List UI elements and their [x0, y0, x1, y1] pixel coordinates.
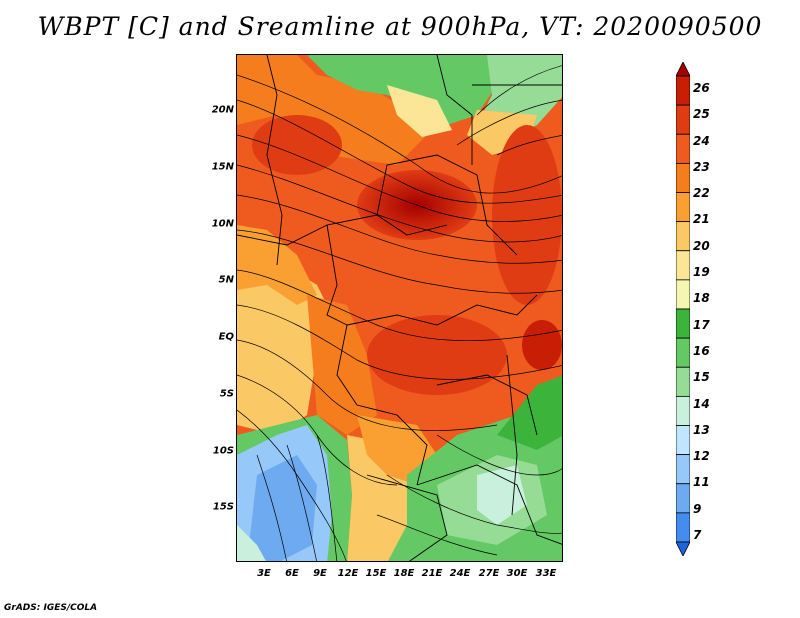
colorbar-tick-label: 20 — [693, 238, 710, 253]
lat-label-5n: 5N — [218, 274, 234, 286]
footer-credit: GrADS: IGES/COLA — [4, 603, 98, 613]
colorbar-tick-label: 17 — [693, 317, 710, 332]
colorbar-tick-label: 23 — [693, 159, 710, 174]
colorbar-segment — [676, 425, 690, 456]
colorbar-segment — [676, 133, 690, 164]
temperature-zone-southwest-deep-blue — [247, 455, 317, 561]
colorbar-tick-label: 12 — [693, 449, 710, 464]
colorbar-tick-label: 11 — [693, 475, 710, 490]
colorbar-tick-label: 22 — [693, 186, 710, 201]
colorbar-tick-label: 21 — [693, 212, 710, 227]
temperature-warm-central — [367, 315, 507, 395]
colorbar-segment — [676, 75, 690, 106]
lon-label-30e: 30E — [506, 568, 528, 579]
colorbar-segment — [676, 279, 690, 310]
colorbar-segment — [676, 337, 690, 368]
colorbar-segment — [676, 308, 690, 339]
lat-label-15n: 15N — [211, 161, 234, 173]
lat-label-10s: 10S — [212, 445, 234, 457]
temperature-hot-core-east — [522, 320, 562, 370]
colorbar-segment — [676, 395, 690, 426]
colorbar-segment — [676, 366, 690, 397]
colorbar-segment — [676, 162, 690, 193]
temperature-zone-north-yellow — [387, 85, 452, 137]
colorbar-tick-label: 24 — [693, 133, 710, 148]
colorbar-segment — [676, 192, 690, 223]
lat-label-10n: 10N — [211, 218, 234, 230]
temperature-zone-east-green — [497, 375, 562, 450]
temperature-zone-central-west — [307, 295, 377, 435]
lat-label-5s: 5S — [219, 388, 234, 400]
lon-label-24e: 24E — [449, 568, 471, 579]
temperature-warm-east — [492, 125, 562, 305]
colorbar-tick-label: 7 — [693, 527, 702, 542]
lon-label-21e: 21E — [421, 568, 443, 579]
lat-label-15s: 15S — [212, 501, 234, 513]
lon-label-15e: 15E — [365, 568, 387, 579]
country-boundaries — [237, 55, 562, 561]
map-canvas — [237, 55, 562, 561]
colorbar-segment — [676, 483, 690, 514]
colorbar-tick-label: 25 — [693, 107, 710, 122]
lon-label-12e: 12E — [337, 568, 359, 579]
lon-label-6e: 6E — [285, 568, 299, 579]
map-title: WBPT [C] and Sreamline at 900hPa, VT: 20… — [37, 12, 763, 41]
colorbar-tick-label: 15 — [693, 370, 710, 385]
colorbar-segment — [676, 454, 690, 485]
map-panel — [236, 54, 563, 562]
colorbar-tick-label: 26 — [693, 81, 710, 95]
lon-label-3e: 3E — [257, 568, 271, 579]
colorbar — [676, 62, 690, 556]
colorbar-segment — [676, 104, 690, 135]
temperature-warm-northwest — [252, 115, 342, 175]
colorbar-tick-label: 18 — [693, 291, 710, 306]
colorbar-tick-label: 9 — [693, 501, 702, 516]
colorbar-segment — [676, 250, 690, 281]
colorbar-segment — [676, 62, 690, 77]
lon-label-9e: 9E — [313, 568, 327, 579]
colorbar-tick-label: 13 — [693, 422, 710, 437]
lon-label-27e: 27E — [478, 568, 500, 579]
colorbar-segment — [676, 221, 690, 252]
temperature-zone-southwest-pale — [237, 525, 266, 561]
colorbar-segment — [676, 541, 690, 556]
lon-label-33e: 33E — [535, 568, 557, 579]
lat-label-20n: 20N — [211, 104, 234, 116]
streamlines — [237, 65, 562, 561]
colorbar-tick-label: 16 — [693, 343, 710, 358]
temperature-zone-north-orange — [237, 55, 427, 165]
lon-label-18e: 18E — [393, 568, 415, 579]
colorbar-tick-label: 14 — [693, 396, 710, 411]
lat-label-eq: EQ — [218, 331, 234, 343]
colorbar-tick-label: 19 — [693, 265, 710, 280]
colorbar-segment — [676, 512, 690, 543]
